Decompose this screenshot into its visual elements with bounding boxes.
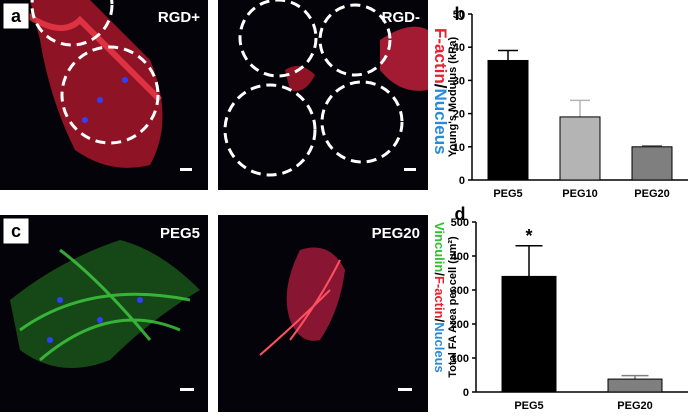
bar [501,275,557,393]
image-label: RGD- [382,9,420,26]
image-label: PEG20 [372,225,420,242]
annotation: * [525,226,532,246]
y-axis-label: Young's Modulus (kPa) [447,36,459,157]
y-tick-label: 20 [453,109,465,121]
image-a-left [0,0,208,190]
x-tick-label: PEG20 [634,188,669,200]
stain: Vinculin [432,222,447,272]
y-tick-label: 30 [453,75,465,87]
x-tick-label: PEG5 [493,188,522,200]
stain: Nucleus [432,322,447,373]
bar [631,146,673,181]
x-tick-label: PEG10 [562,188,597,200]
image-label: RGD+ [158,9,200,26]
stain: / [431,84,450,89]
y-tick-label: 400 [451,251,469,263]
stain: F-actin [431,28,450,84]
stain-label: Vinculin/F-actin/Nucleus [432,222,447,373]
y-tick-label: 0 [463,387,469,399]
image-c-left [0,215,208,412]
y-tick-label: 200 [451,319,469,331]
panel-label-box [2,2,30,30]
y-tick-label: 40 [453,42,465,54]
stain: F-actin [432,276,447,319]
bar [487,59,529,181]
stain: / [432,272,447,276]
bar [559,116,601,181]
bar [607,378,663,393]
panel-label: c [11,221,21,241]
image-c-right [218,215,428,412]
panel-label-box [2,217,30,245]
panel-label: b [455,4,466,24]
panel-label: a [11,6,22,26]
y-axis-label: Total FA Area per cell (μm²) [447,236,459,378]
stain-label: F-actin/Nucleus [431,28,450,155]
image-label: PEG5 [160,225,200,242]
y-tick-label: 50 [453,9,465,21]
x-tick-label: PEG20 [617,400,652,412]
image-a-right [218,0,428,190]
stain: / [432,319,447,323]
y-tick-label: 10 [453,142,465,154]
y-tick-label: 300 [451,285,469,297]
x-tick-label: PEG5 [514,400,543,412]
y-tick-label: 500 [451,217,469,229]
panel-label: d [455,204,466,224]
y-tick-label: 0 [459,175,465,187]
y-tick-label: 100 [451,353,469,365]
stain: Nucleus [431,88,450,154]
